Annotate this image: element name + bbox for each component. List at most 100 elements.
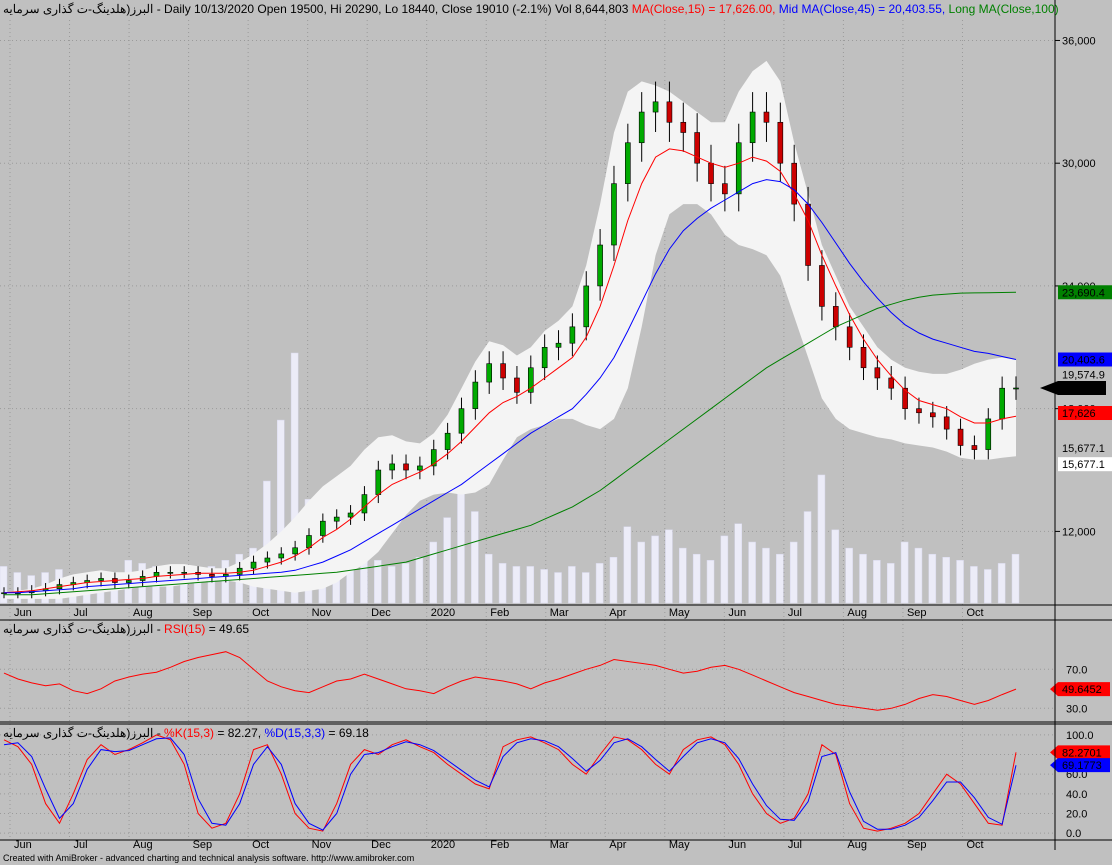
stoch-k-label: %K(15,3) bbox=[164, 726, 214, 740]
volume-bar bbox=[207, 566, 216, 604]
volume-bar bbox=[900, 541, 909, 604]
ma100-legend: Long MA(Close,100) bbox=[945, 2, 1058, 16]
volume-bar bbox=[734, 523, 742, 604]
month-label: Jul bbox=[74, 839, 88, 851]
rsi-pane bbox=[0, 620, 1055, 720]
candle-body bbox=[791, 162, 797, 205]
volume-bar bbox=[401, 563, 410, 604]
candle-body bbox=[417, 465, 423, 471]
rsi-line bbox=[3, 651, 1017, 711]
rsi-header: البرز(هلدینگ-ت گذاری سرمایه - RSI(15) = … bbox=[3, 622, 249, 636]
volatility-band bbox=[4, 60, 1016, 599]
candle-body bbox=[888, 377, 895, 389]
month-label: Aug bbox=[847, 607, 867, 619]
candle-body bbox=[125, 580, 132, 583]
stoch-tick-label: 100.0 bbox=[1066, 730, 1094, 742]
rsi-tick-label: 70.0 bbox=[1066, 664, 1087, 676]
stoch-header: البرز(هلدینگ-ت گذاری سرمایه - %K(15,3) =… bbox=[3, 726, 369, 740]
month-label: Jun bbox=[728, 607, 746, 619]
stochastic-pane bbox=[0, 724, 1055, 840]
candle-body bbox=[555, 342, 562, 348]
candle-body bbox=[930, 412, 936, 418]
month-label: Jun bbox=[14, 839, 32, 851]
volume-bar bbox=[997, 563, 1006, 604]
volume-bar bbox=[914, 547, 923, 604]
candle-body bbox=[583, 285, 590, 328]
volume-bar bbox=[873, 560, 881, 604]
month-label: Jul bbox=[788, 839, 802, 851]
last-price-marker bbox=[1040, 381, 1106, 396]
volume-bar bbox=[886, 563, 895, 604]
month-label: 2020 bbox=[431, 839, 455, 851]
candle-body bbox=[860, 346, 867, 369]
stoch-k-line bbox=[3, 734, 1017, 832]
candle-body bbox=[832, 306, 839, 328]
volume-bar bbox=[942, 557, 950, 604]
ma15-line bbox=[3, 148, 1017, 594]
volume-bar bbox=[526, 566, 535, 604]
candle-body bbox=[403, 463, 409, 471]
month-label: Aug bbox=[133, 607, 153, 619]
price-tick-label: 30,000 bbox=[1062, 158, 1096, 170]
candle-body bbox=[999, 387, 1005, 420]
volume-bar bbox=[1011, 553, 1020, 604]
stoch-tick-label: 60.0 bbox=[1066, 769, 1087, 781]
price-marker-label: 20,403.6 bbox=[1062, 354, 1105, 366]
ma45-line bbox=[4, 179, 1017, 594]
stoch-d-marker-box bbox=[1050, 758, 1110, 773]
candle-body bbox=[638, 111, 645, 144]
stoch-d-marker-label: 69.1773 bbox=[1062, 760, 1102, 772]
month-label: Sep bbox=[193, 839, 213, 851]
candle-body bbox=[541, 346, 548, 369]
price-marker-box bbox=[1058, 406, 1112, 421]
candle-body bbox=[181, 572, 188, 574]
price-tick-label: 12,000 bbox=[1062, 526, 1096, 538]
ma100-line bbox=[4, 291, 1017, 596]
stoch-tick-label: 0.0 bbox=[1066, 828, 1081, 840]
candle-body bbox=[666, 101, 673, 123]
volume-bar bbox=[748, 541, 756, 604]
volume-bar bbox=[623, 526, 632, 604]
candle-body bbox=[333, 516, 340, 522]
candle-body bbox=[389, 463, 395, 471]
month-label: 2020 bbox=[431, 607, 455, 619]
rsi-symbol: البرز(هلدینگ-ت گذاری سرمایه bbox=[3, 622, 153, 636]
candle-body bbox=[680, 121, 687, 133]
month-label: Oct bbox=[966, 607, 983, 619]
price-info: - Daily 10/13/2020 Open 19500, Hi 20290,… bbox=[153, 2, 631, 16]
volume-bar bbox=[540, 569, 548, 604]
candle-body bbox=[486, 363, 493, 383]
rsi-marker-box bbox=[1050, 682, 1110, 697]
candle-body bbox=[597, 244, 603, 287]
candle-body bbox=[250, 561, 257, 569]
price-marker-box bbox=[1058, 352, 1112, 367]
month-label: Feb bbox=[490, 839, 509, 851]
volume-bar bbox=[568, 566, 576, 604]
price-marker-label: 23,690.4 bbox=[1062, 287, 1105, 299]
stoch-d-value: = 69.18 bbox=[325, 726, 369, 740]
volume-bar bbox=[387, 566, 396, 604]
rsi-value: = 49.65 bbox=[205, 622, 249, 636]
candle-body bbox=[943, 416, 950, 430]
volume-bar bbox=[374, 560, 382, 604]
candle-body bbox=[625, 142, 631, 184]
symbol-label: البرز(هلدینگ-ت گذاری سرمایه bbox=[3, 2, 153, 16]
month-label: Dec bbox=[371, 839, 391, 851]
price-marker-label: 15,677.1 bbox=[1062, 443, 1105, 455]
candle-body bbox=[347, 512, 354, 518]
volume-bar bbox=[665, 529, 673, 604]
candle-body bbox=[971, 445, 978, 450]
volume-bar bbox=[471, 511, 479, 604]
volume-bar bbox=[512, 566, 521, 604]
candle-body bbox=[98, 578, 104, 581]
candle-body bbox=[458, 408, 465, 434]
month-label: Feb bbox=[490, 607, 509, 619]
month-label: Sep bbox=[193, 607, 213, 619]
rsi-label: RSI(15) bbox=[164, 622, 205, 636]
volume-bar bbox=[776, 553, 784, 604]
month-label: Oct bbox=[252, 839, 269, 851]
volume-bar bbox=[706, 560, 715, 604]
month-label: Aug bbox=[133, 839, 153, 851]
candle-body bbox=[722, 183, 728, 195]
